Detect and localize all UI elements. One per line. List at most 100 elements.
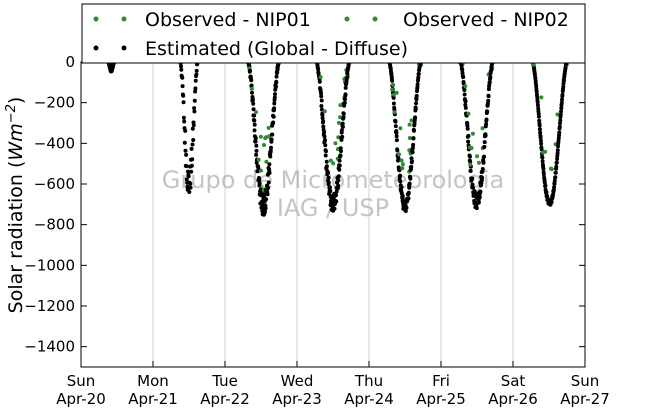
point-estimated-767 xyxy=(478,189,483,194)
point-estimated-617 xyxy=(408,176,413,181)
point-estimated-166 xyxy=(186,174,191,179)
x-tick-day-6: Sat xyxy=(501,372,526,390)
point-estimated-772 xyxy=(479,181,484,186)
point-estimated-854 xyxy=(537,118,542,123)
point-estimated-862 xyxy=(538,138,543,143)
point-estimated-872 xyxy=(541,166,546,171)
point-observed-253 xyxy=(258,134,263,139)
point-estimated-390 xyxy=(323,138,327,143)
point-estimated-795 xyxy=(484,117,489,122)
point-estimated-732 xyxy=(471,185,475,190)
point-estimated-697 xyxy=(463,105,468,110)
point-estimated-442 xyxy=(334,189,339,194)
point-observed-572 xyxy=(398,126,403,131)
y-tick-label-5: −1000 xyxy=(24,256,75,274)
point-observed-265 xyxy=(258,168,263,173)
point-estimated-151 xyxy=(181,115,186,120)
point-estimated-279 xyxy=(263,209,267,214)
x-tick-date-6: Apr-26 xyxy=(488,390,538,408)
point-estimated-251 xyxy=(257,181,262,186)
point-observed-433 xyxy=(333,141,338,146)
point-estimated-220 xyxy=(251,101,256,106)
point-observed-281 xyxy=(262,143,266,147)
point-estimated-648 xyxy=(414,97,419,102)
point-estimated-459 xyxy=(337,163,342,168)
point-estimated-450 xyxy=(336,178,341,183)
point-estimated-470 xyxy=(339,128,344,133)
point-estimated-573 xyxy=(399,185,404,190)
point-estimated-334 xyxy=(273,84,278,89)
point-estimated-940 xyxy=(556,136,561,141)
point-estimated-475 xyxy=(340,124,345,129)
point-estimated-886 xyxy=(544,190,549,195)
point-estimated-150 xyxy=(181,100,186,105)
point-estimated-224 xyxy=(252,113,257,118)
point-estimated-403 xyxy=(326,170,331,175)
point-estimated-486 xyxy=(343,97,347,102)
point-estimated-928 xyxy=(554,164,559,169)
point-estimated-932 xyxy=(555,156,560,161)
point-estimated-479 xyxy=(341,115,346,120)
point-estimated-440 xyxy=(334,199,339,204)
point-estimated-318 xyxy=(270,132,275,137)
point-estimated-454 xyxy=(336,174,341,179)
point-observed-914 xyxy=(549,167,554,172)
point-estimated-931 xyxy=(554,160,559,165)
point-estimated-548 xyxy=(394,130,399,135)
point-estimated-782 xyxy=(481,160,486,165)
point-estimated-813 xyxy=(488,75,493,80)
point-estimated-863 xyxy=(539,141,544,146)
point-estimated-180 xyxy=(191,138,196,142)
point-estimated-485 xyxy=(342,100,347,105)
point-estimated-186 xyxy=(193,89,198,94)
point-estimated-174 xyxy=(189,169,194,174)
point-estimated-373 xyxy=(319,94,324,99)
x-tick-day-4: Thu xyxy=(354,372,383,390)
point-estimated-949 xyxy=(559,109,563,114)
point-estimated-164 xyxy=(186,169,190,174)
x-tick-day-7: Sun xyxy=(571,372,600,390)
point-observed-295 xyxy=(266,125,271,130)
legend-frame xyxy=(81,3,586,64)
point-estimated-628 xyxy=(410,159,414,164)
point-estimated-524 xyxy=(390,78,395,83)
point-estimated-393 xyxy=(323,153,328,158)
point-estimated-652 xyxy=(415,85,420,90)
point-estimated-156 xyxy=(183,148,188,153)
point-estimated-154 xyxy=(182,140,187,145)
point-observed-691 xyxy=(463,84,468,89)
point-observed-722 xyxy=(467,145,472,150)
point-estimated-533 xyxy=(391,101,396,106)
point-estimated-810 xyxy=(487,80,492,84)
point-estimated-936 xyxy=(555,148,560,153)
point-estimated-302 xyxy=(266,180,271,185)
point-estimated-449 xyxy=(336,183,341,188)
x-tick-day-2: Tue xyxy=(211,372,238,390)
point-estimated-330 xyxy=(273,92,277,97)
point-estimated-856 xyxy=(537,123,542,128)
point-estimated-798 xyxy=(485,109,490,114)
point-observed-389 xyxy=(322,109,327,114)
point-estimated-850 xyxy=(536,106,541,111)
point-observed-585 xyxy=(400,166,405,171)
point-estimated-143 xyxy=(179,67,184,72)
point-observed-762 xyxy=(477,160,481,165)
point-estimated-646 xyxy=(414,101,419,106)
point-estimated-565 xyxy=(398,173,403,178)
y-axis-units-exponent: −2 xyxy=(4,104,19,123)
point-estimated-159 xyxy=(184,164,189,169)
x-tick-date-4: Apr-24 xyxy=(344,390,394,408)
point-estimated-946 xyxy=(558,118,563,123)
legend-marker-estimated-a xyxy=(93,45,99,51)
point-estimated-458 xyxy=(337,158,342,163)
point-estimated-793 xyxy=(484,122,489,127)
point-estimated-729 xyxy=(470,176,475,181)
legend-entry-estimated: Estimated (Global - Diffuse) xyxy=(93,38,408,60)
point-estimated-952 xyxy=(559,100,564,105)
legend-entry-nip02: Observed - NIP02 xyxy=(344,9,569,31)
x-tick-date-5: Apr-25 xyxy=(416,390,466,408)
legend-marker-estimated-b xyxy=(121,45,127,51)
point-estimated-305 xyxy=(267,162,272,167)
point-estimated-552 xyxy=(395,148,400,153)
